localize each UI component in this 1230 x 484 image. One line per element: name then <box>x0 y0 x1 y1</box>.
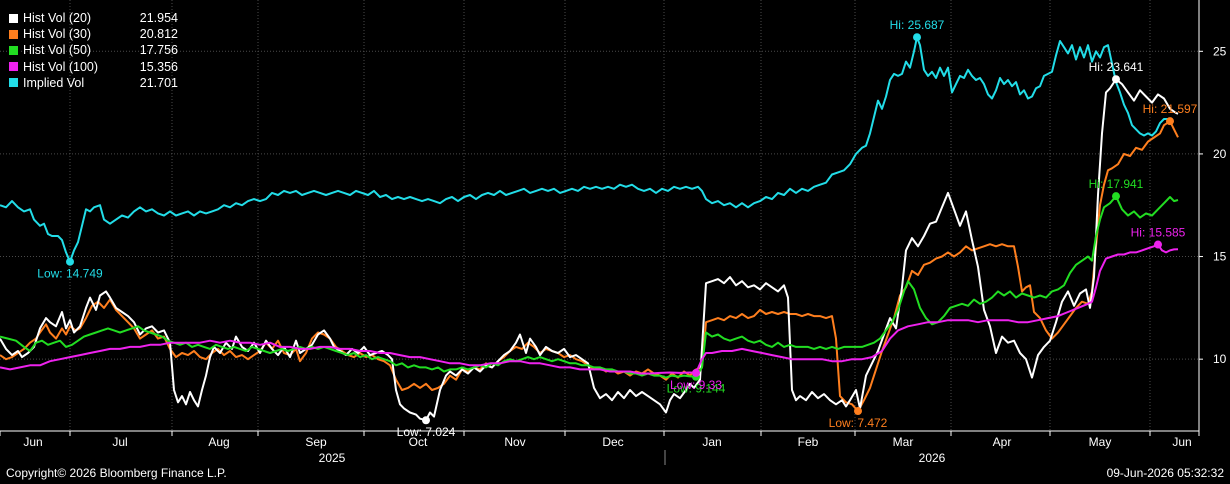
legend-swatch <box>8 12 19 24</box>
extreme-marker <box>66 257 74 266</box>
legend-label: Hist Vol (30) <box>23 27 92 42</box>
x-tick-label: Jan <box>702 435 721 449</box>
series-line-hist-vol-20 <box>0 78 1179 422</box>
extreme-marker <box>1112 192 1120 201</box>
legend-value: 20.812 <box>139 27 178 42</box>
x-tick-label: Jul <box>112 435 127 449</box>
extreme-marker <box>692 368 700 377</box>
extreme-marker <box>422 416 430 425</box>
series-line-hist-vol-100 <box>0 243 1179 375</box>
x-tick-label: May <box>1089 435 1112 449</box>
y-tick-label: 20 <box>1213 147 1227 161</box>
legend-item-hist-vol-50[interactable]: Hist Vol (50) 17.756 <box>8 42 178 58</box>
x-tick-label: Sep <box>305 435 327 449</box>
legend-value: 15.356 <box>139 59 178 74</box>
legend-value: 21.701 <box>139 75 178 90</box>
extreme-marker <box>913 33 921 42</box>
legend-swatch <box>8 77 19 89</box>
series-line-implied-vol <box>0 36 1168 263</box>
extreme-label: Hi: 17.941 <box>1089 177 1144 191</box>
legend-label: Hist Vol (100) <box>23 59 99 74</box>
legend-value: 21.954 <box>139 11 178 25</box>
legend-item-hist-vol-30[interactable]: Hist Vol (30) 20.812 <box>8 26 178 42</box>
x-tick-label: Dec <box>602 435 623 449</box>
x-tick-label: Jun <box>1172 435 1191 449</box>
x-tick-label: Nov <box>504 435 525 449</box>
extreme-label: Hi: 21.597 <box>1143 102 1198 116</box>
extreme-marker <box>1154 240 1162 249</box>
x-tick-label: Feb <box>798 435 819 449</box>
series-line-hist-vol-50 <box>0 195 1179 379</box>
timestamp-text: 09-Jun-2026 05:32:32 <box>1106 466 1224 480</box>
extreme-label: Low: 9.33 <box>670 378 722 392</box>
legend-item-hist-vol-20[interactable]: Hist Vol (20) 21.954 <box>8 10 178 26</box>
legend-value: 17.756 <box>139 43 178 58</box>
x-tick-label: Mar <box>893 435 914 449</box>
legend-swatch <box>8 28 19 40</box>
legend-label: Hist Vol (50) <box>23 43 92 58</box>
chart-legend: Hist Vol (20) 21.954 Hist Vol (30) 20.81… <box>8 10 178 91</box>
extreme-label: Low: 7.024 <box>397 425 456 439</box>
extreme-label: Low: 14.749 <box>37 267 103 281</box>
extreme-label: Hi: 25.687 <box>890 18 945 32</box>
legend-item-implied-vol[interactable]: Implied Vol 21.701 <box>8 75 178 91</box>
x-tick-label: Apr <box>993 435 1012 449</box>
extreme-label: Low: 7.472 <box>829 416 888 430</box>
x-year-label: 2025 <box>319 451 346 465</box>
y-tick-label: 15 <box>1213 250 1227 264</box>
y-tick-label: 25 <box>1213 44 1227 58</box>
legend-label: Implied Vol <box>23 75 85 90</box>
legend-label: Hist Vol (20) <box>23 11 92 25</box>
y-tick-label: 10 <box>1213 352 1227 366</box>
x-tick-label: Oct <box>409 435 428 449</box>
x-tick-label: Aug <box>208 435 229 449</box>
extreme-label: Hi: 23.641 <box>1089 60 1144 74</box>
legend-item-hist-vol-100[interactable]: Hist Vol (100) 15.356 <box>8 59 178 75</box>
x-tick-label: Jun <box>23 435 42 449</box>
extreme-label: Hi: 15.585 <box>1131 226 1186 240</box>
legend-swatch <box>8 44 19 56</box>
extreme-marker <box>854 407 862 416</box>
extreme-marker <box>1166 117 1174 126</box>
extreme-label: Low: 9.144 <box>667 382 726 396</box>
extreme-marker <box>1112 75 1120 84</box>
legend-swatch <box>8 61 19 73</box>
x-year-label: 2026 <box>919 451 946 465</box>
copyright-text: Copyright© 2026 Bloomberg Finance L.P. <box>6 466 227 480</box>
